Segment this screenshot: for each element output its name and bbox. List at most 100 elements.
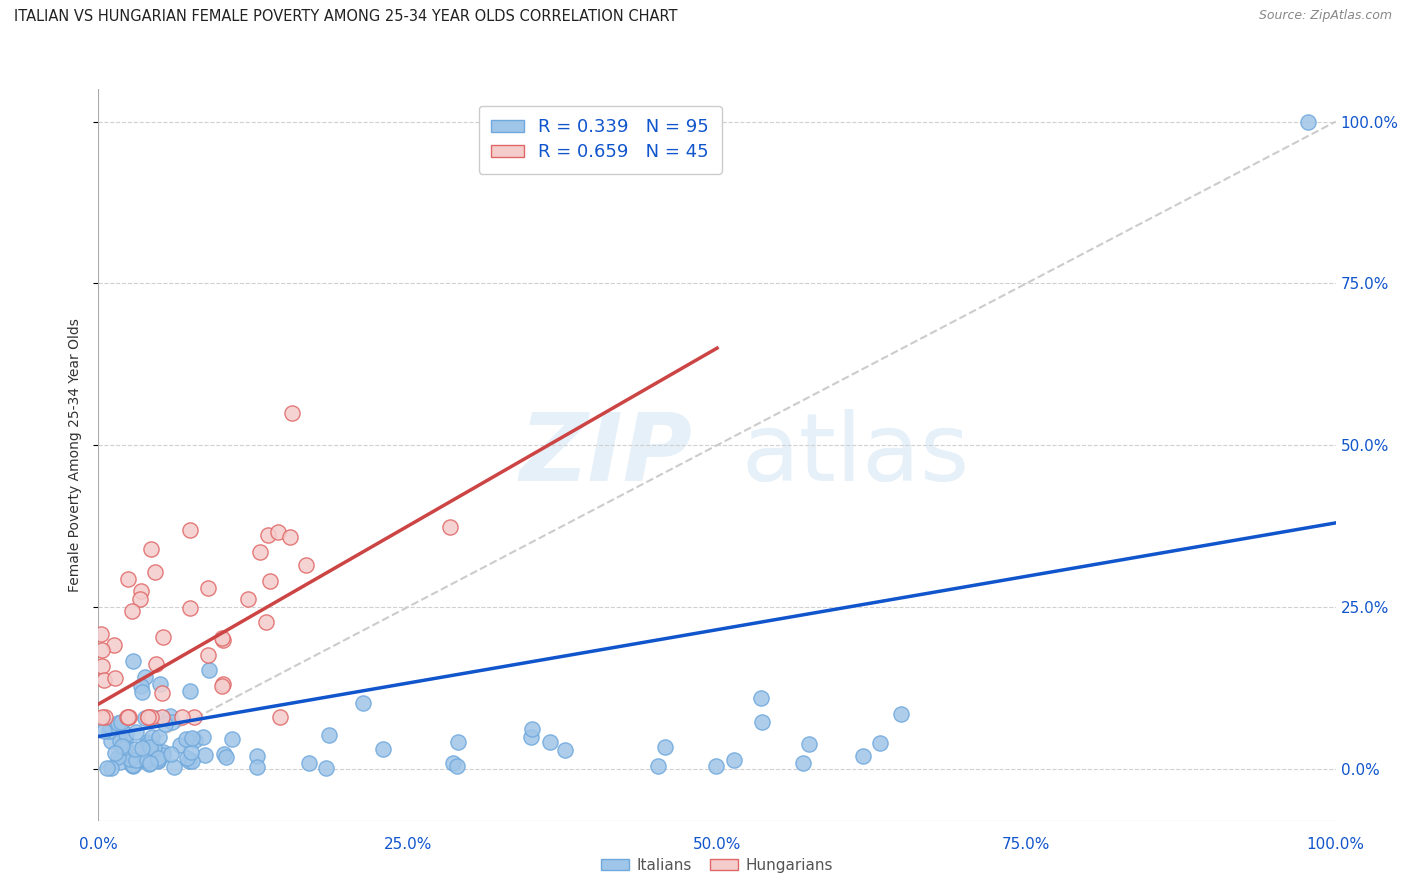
- Point: [522, 722, 544, 736]
- Point: [90, 710, 112, 724]
- Point: [121, 759, 143, 773]
- Point: [554, 743, 576, 757]
- Point: [792, 756, 814, 770]
- Point: [278, 530, 301, 544]
- Point: [94, 710, 117, 724]
- Point: [723, 753, 745, 767]
- Point: [121, 654, 143, 668]
- Text: ZIP: ZIP: [519, 409, 692, 501]
- Legend: Italians, Hungarians: Italians, Hungarians: [595, 852, 839, 879]
- Point: [108, 733, 131, 747]
- Point: [104, 671, 127, 685]
- Point: [869, 736, 891, 750]
- Point: [152, 745, 174, 759]
- Point: [145, 657, 167, 672]
- Point: [198, 663, 221, 677]
- Point: [160, 747, 183, 761]
- Point: [136, 753, 159, 767]
- Point: [179, 754, 201, 768]
- Point: [446, 758, 468, 772]
- Point: [441, 756, 464, 771]
- Point: [215, 750, 238, 764]
- Point: [152, 630, 174, 644]
- Point: [352, 697, 374, 711]
- Point: [115, 710, 138, 724]
- Point: [647, 758, 669, 772]
- Point: [142, 741, 165, 756]
- Point: [254, 615, 277, 629]
- Point: [179, 523, 201, 537]
- Point: [131, 684, 153, 698]
- Point: [139, 739, 162, 754]
- Point: [152, 710, 174, 724]
- Point: [136, 737, 159, 751]
- Point: [128, 592, 150, 607]
- Point: [751, 714, 773, 729]
- Point: [298, 756, 321, 771]
- Point: [170, 710, 193, 724]
- Point: [269, 710, 291, 724]
- Point: [169, 738, 191, 752]
- Point: [249, 545, 271, 559]
- Point: [797, 738, 820, 752]
- Point: [1298, 114, 1320, 128]
- Point: [181, 755, 204, 769]
- Point: [129, 584, 152, 599]
- Point: [139, 710, 162, 724]
- Point: [143, 565, 166, 579]
- Text: 50.0%: 50.0%: [693, 837, 741, 852]
- Y-axis label: Female Poverty Among 25-34 Year Olds: Female Poverty Among 25-34 Year Olds: [69, 318, 83, 592]
- Point: [117, 710, 139, 724]
- Point: [259, 574, 281, 588]
- Point: [139, 541, 162, 556]
- Point: [146, 754, 169, 768]
- Point: [191, 730, 214, 744]
- Point: [134, 711, 156, 725]
- Point: [103, 638, 125, 652]
- Point: [318, 728, 340, 742]
- Point: [100, 761, 122, 775]
- Point: [852, 748, 875, 763]
- Point: [117, 710, 139, 724]
- Point: [150, 686, 173, 700]
- Point: [153, 716, 176, 731]
- Point: [110, 715, 132, 730]
- Point: [121, 758, 143, 772]
- Point: [538, 735, 561, 749]
- Point: [197, 648, 219, 662]
- Point: [267, 524, 290, 539]
- Point: [136, 710, 159, 724]
- Point: [121, 604, 143, 618]
- Text: 100.0%: 100.0%: [1306, 837, 1365, 852]
- Point: [100, 719, 122, 733]
- Point: [115, 727, 138, 741]
- Point: [315, 761, 337, 775]
- Point: [107, 750, 129, 764]
- Point: [90, 627, 112, 641]
- Point: [211, 631, 233, 645]
- Point: [129, 679, 152, 693]
- Point: [179, 684, 201, 698]
- Text: 75.0%: 75.0%: [1002, 837, 1050, 852]
- Point: [100, 733, 122, 747]
- Point: [212, 633, 235, 648]
- Point: [160, 715, 183, 730]
- Point: [125, 755, 148, 769]
- Point: [179, 601, 201, 615]
- Point: [134, 669, 156, 683]
- Point: [890, 707, 912, 722]
- Point: [110, 720, 132, 734]
- Point: [180, 731, 202, 745]
- Point: [520, 730, 543, 744]
- Point: [136, 710, 159, 724]
- Point: [107, 715, 129, 730]
- Text: 25.0%: 25.0%: [384, 837, 432, 852]
- Point: [111, 747, 134, 762]
- Point: [97, 723, 120, 738]
- Point: [110, 756, 132, 770]
- Text: ITALIAN VS HUNGARIAN FEMALE POVERTY AMONG 25-34 YEAR OLDS CORRELATION CHART: ITALIAN VS HUNGARIAN FEMALE POVERTY AMON…: [14, 9, 678, 24]
- Point: [246, 749, 269, 764]
- Point: [125, 725, 148, 739]
- Point: [238, 592, 260, 607]
- Point: [751, 691, 773, 706]
